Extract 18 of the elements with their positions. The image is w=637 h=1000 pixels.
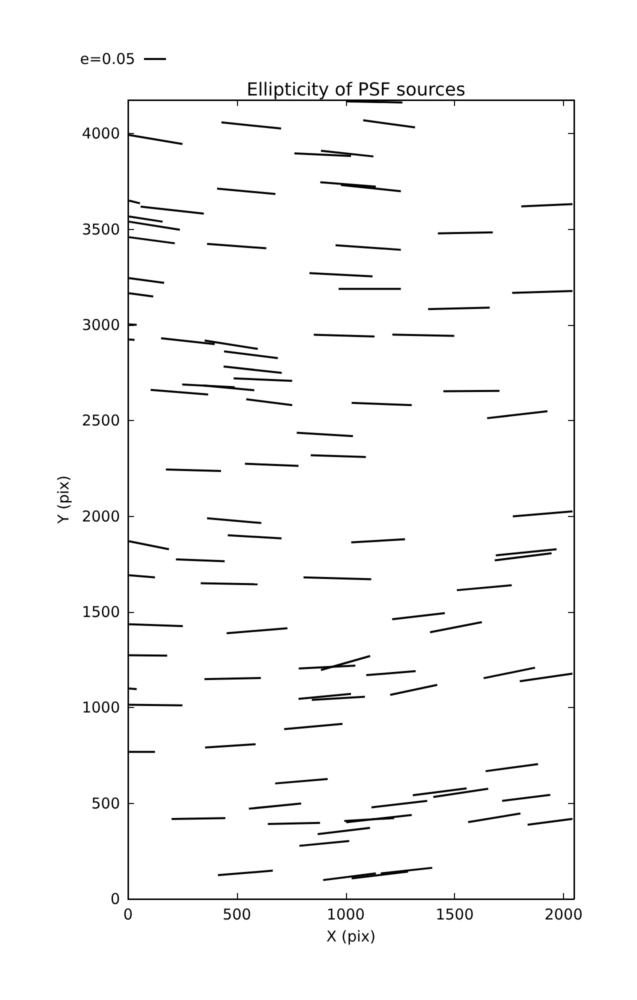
y-tick-label: 1000	[82, 698, 120, 717]
y-tick-label: 3000	[82, 316, 120, 334]
y-tick-label: 2500	[82, 412, 120, 430]
y-axis-title: Y (pix)	[54, 475, 72, 525]
y-tick-label: 1500	[82, 603, 120, 622]
y-tick-label: 3500	[82, 220, 120, 238]
x-tick-label: 0	[123, 906, 133, 924]
chart-title: Ellipticity of PSF sources	[246, 80, 466, 100]
y-tick-label: 2000	[82, 507, 120, 526]
y-tick-label: 0	[110, 890, 120, 908]
x-axis-title: X (pix)	[326, 928, 376, 946]
x-tick-label: 500	[222, 906, 252, 924]
x-tick-label: 2000	[544, 906, 583, 924]
x-tick-label: 1500	[436, 906, 474, 924]
text: e=0.05	[80, 50, 136, 68]
y-tick-label: 4000	[82, 124, 120, 143]
x-tick-label: 1000	[326, 906, 365, 924]
y-tick-label: 500	[91, 794, 120, 812]
